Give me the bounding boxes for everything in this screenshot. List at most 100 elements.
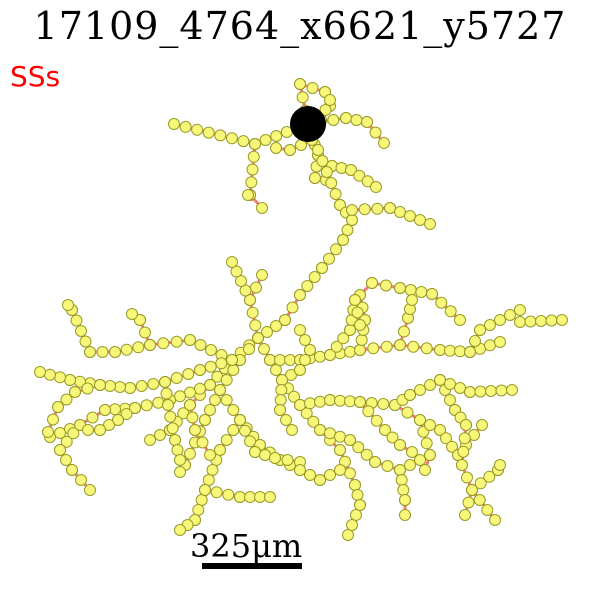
sample-node <box>227 364 240 376</box>
sample-node <box>324 427 336 440</box>
sample-node <box>194 382 206 395</box>
sample-node <box>514 304 526 316</box>
sample-node <box>54 371 66 384</box>
soma <box>290 106 326 142</box>
sample-node <box>34 366 46 378</box>
sample-node <box>314 424 326 436</box>
sample-node <box>349 479 361 491</box>
sample-node <box>184 399 196 411</box>
sample-node <box>330 340 343 353</box>
sample-node <box>424 449 436 461</box>
sample-node <box>82 424 94 436</box>
sample-node <box>114 381 126 393</box>
sample-node <box>401 406 414 419</box>
sample-node <box>325 177 338 189</box>
sample-node <box>398 325 410 338</box>
sample-node <box>258 343 270 355</box>
sample-node <box>294 464 306 476</box>
sample-node <box>459 509 471 521</box>
sample-node <box>279 314 291 326</box>
sample-node <box>484 339 496 352</box>
sample-node <box>256 202 268 214</box>
sample-node <box>323 252 335 265</box>
sample-node <box>259 449 271 461</box>
sample-node <box>79 335 92 348</box>
sample-node <box>134 314 146 326</box>
sample-node <box>414 384 426 396</box>
sample-node <box>86 411 99 424</box>
sample-node <box>60 454 72 466</box>
sample-node <box>132 341 145 354</box>
sample-node <box>246 306 259 319</box>
sample-node <box>415 286 428 298</box>
sample-node <box>556 314 568 326</box>
sample-node <box>306 82 319 94</box>
sample-node <box>351 306 364 319</box>
sample-node <box>270 142 282 154</box>
sample-node <box>394 282 406 294</box>
sample-node <box>62 299 74 311</box>
sample-node <box>54 427 66 439</box>
sample-node <box>237 135 250 148</box>
sample-node <box>239 424 251 437</box>
sample-node <box>186 411 199 424</box>
sample-node <box>460 419 472 431</box>
sample-node <box>112 414 124 426</box>
sample-node <box>96 346 109 358</box>
sample-node <box>304 397 316 410</box>
sample-node <box>381 460 394 472</box>
cell-type-label: SSs <box>10 60 61 93</box>
sample-node <box>70 314 83 327</box>
sample-node <box>344 434 356 446</box>
sample-node <box>350 509 362 521</box>
sample-node <box>342 529 354 541</box>
sample-node <box>286 424 298 436</box>
sample-node <box>269 452 281 464</box>
sample-node <box>284 144 296 156</box>
sample-node <box>179 120 192 133</box>
sample-node <box>239 284 252 297</box>
sample-node <box>316 155 329 167</box>
sample-title: 17109_4764_x6621_y5727 <box>33 4 567 48</box>
sample-node <box>457 445 470 458</box>
sample-node <box>135 380 148 392</box>
sample-node <box>404 389 416 401</box>
sample-node <box>424 218 436 230</box>
sample-node <box>354 344 366 356</box>
sample-node <box>440 432 452 445</box>
sample-node <box>286 301 299 314</box>
sample-node <box>162 399 174 411</box>
sample-node <box>274 404 286 416</box>
sample-node <box>220 374 233 386</box>
sample-node <box>355 334 368 346</box>
sample-node <box>524 315 537 328</box>
sample-node <box>466 484 478 496</box>
sample-node <box>407 340 420 353</box>
sample-node <box>174 466 186 478</box>
sample-node <box>226 256 238 268</box>
sample-node <box>380 279 392 292</box>
sample-node <box>514 316 526 328</box>
sample-node <box>261 326 273 338</box>
sample-node <box>314 350 326 363</box>
sample-node <box>144 339 156 351</box>
sample-node <box>299 334 311 346</box>
sample-node <box>206 464 219 476</box>
sample-node <box>144 434 156 446</box>
sample-node <box>94 424 106 436</box>
sample-node <box>276 374 288 386</box>
sample-node <box>324 469 336 481</box>
sample-node <box>366 277 378 289</box>
sample-node <box>120 343 133 356</box>
sample-node <box>202 126 215 139</box>
sample-node <box>424 419 436 431</box>
sample-node <box>379 424 391 436</box>
sample-node <box>199 414 211 426</box>
sample-node <box>184 447 196 460</box>
sample-node <box>243 343 255 355</box>
sample-node <box>361 116 373 128</box>
sample-node <box>170 335 183 348</box>
sample-node <box>204 449 216 461</box>
sample-node <box>60 435 73 448</box>
